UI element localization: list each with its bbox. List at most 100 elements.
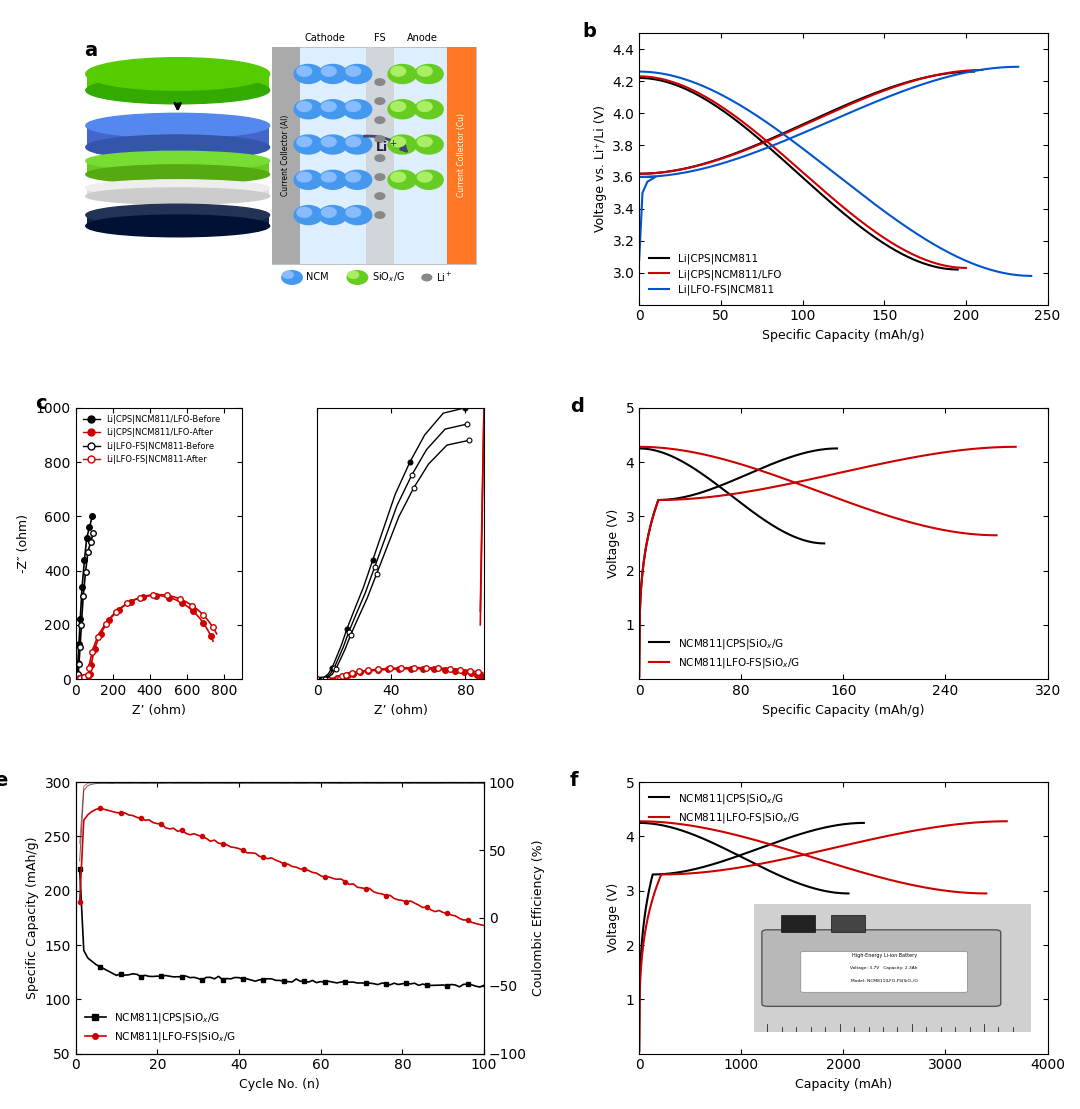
Circle shape [391,102,406,111]
Text: Li$^+$: Li$^+$ [436,271,453,284]
Ellipse shape [85,58,270,90]
Circle shape [415,171,443,190]
Circle shape [322,136,336,146]
Ellipse shape [85,204,270,226]
Ellipse shape [85,215,270,237]
Circle shape [294,64,323,83]
FancyBboxPatch shape [447,47,476,264]
Circle shape [375,212,384,218]
Circle shape [418,172,432,182]
X-axis label: Specific Capacity (mAh/g): Specific Capacity (mAh/g) [762,703,924,716]
Circle shape [422,274,432,281]
Text: c: c [36,394,48,414]
Circle shape [375,193,384,200]
Circle shape [343,205,372,224]
FancyBboxPatch shape [87,187,269,196]
Circle shape [388,135,417,154]
Circle shape [294,135,323,154]
Ellipse shape [85,187,270,204]
Circle shape [415,135,443,154]
Circle shape [346,172,361,182]
Circle shape [391,67,406,77]
Text: Li$^+$: Li$^+$ [375,141,397,155]
Text: Cathode: Cathode [305,33,346,43]
Text: Current Collector (Cu): Current Collector (Cu) [457,113,467,197]
Text: SiO$_x$/G: SiO$_x$/G [372,271,405,284]
Circle shape [375,98,384,104]
Text: f: f [570,772,578,791]
Circle shape [319,171,347,190]
Ellipse shape [85,77,270,104]
FancyBboxPatch shape [87,161,269,174]
Y-axis label: Voltage (V): Voltage (V) [607,883,620,953]
Circle shape [388,171,417,190]
Circle shape [375,174,384,181]
Circle shape [346,67,361,77]
Circle shape [294,171,323,190]
FancyBboxPatch shape [87,215,269,226]
Circle shape [297,67,312,77]
Legend: NCM811|CPS|SiO$_x$/G, NCM811|LFO-FS|SiO$_x$/G: NCM811|CPS|SiO$_x$/G, NCM811|LFO-FS|SiO$… [81,1007,241,1048]
Circle shape [415,64,443,83]
Circle shape [294,100,323,119]
Circle shape [346,102,361,111]
Legend: NCM811|CPS|SiO$_x$/G, NCM811|LFO-FS|SiO$_x$/G: NCM811|CPS|SiO$_x$/G, NCM811|LFO-FS|SiO$… [645,787,804,828]
Text: FS: FS [374,33,386,43]
Text: e: e [0,772,8,791]
Ellipse shape [85,180,270,196]
Y-axis label: Coulombic Efficiency (%): Coulombic Efficiency (%) [532,840,545,996]
Circle shape [282,271,302,284]
Y-axis label: Voltage vs. Li⁺/Li (V): Voltage vs. Li⁺/Li (V) [594,105,607,233]
Circle shape [375,79,384,85]
Circle shape [322,67,336,77]
Circle shape [322,102,336,111]
Text: b: b [582,22,596,41]
Circle shape [348,272,359,278]
Ellipse shape [85,165,270,184]
Text: NCM: NCM [307,273,329,283]
Circle shape [297,136,312,146]
Text: a: a [84,41,97,60]
FancyBboxPatch shape [87,74,269,90]
Circle shape [297,172,312,182]
Circle shape [319,205,347,224]
Circle shape [346,136,361,146]
Circle shape [343,64,372,83]
X-axis label: Z’ (ohm): Z’ (ohm) [374,703,428,716]
FancyBboxPatch shape [87,125,269,147]
Circle shape [391,172,406,182]
Circle shape [343,171,372,190]
Circle shape [391,136,406,146]
Circle shape [319,64,347,83]
Circle shape [322,172,336,182]
Circle shape [283,272,294,278]
Circle shape [346,207,361,217]
Circle shape [322,207,336,217]
X-axis label: Cycle No. (n): Cycle No. (n) [240,1078,320,1091]
Legend: NCM811|CPS|SiO$_x$/G, NCM811|LFO-FS|SiO$_x$/G: NCM811|CPS|SiO$_x$/G, NCM811|LFO-FS|SiO$… [645,632,804,674]
Circle shape [294,205,323,224]
Circle shape [319,100,347,119]
Legend: Li|CPS|NCM811/LFO-Before, Li|CPS|NCM811/LFO-After, Li|LFO-FS|NCM811-Before, Li|L: Li|CPS|NCM811/LFO-Before, Li|CPS|NCM811/… [80,411,224,467]
Circle shape [319,135,347,154]
Legend: Li|CPS|NCM811, Li|CPS|NCM811/LFO, Li|LFO-FS|NCM811: Li|CPS|NCM811, Li|CPS|NCM811/LFO, Li|LFO… [645,250,785,299]
FancyBboxPatch shape [365,47,394,264]
X-axis label: Capacity (mAh): Capacity (mAh) [795,1078,892,1091]
Circle shape [343,100,372,119]
Ellipse shape [85,135,270,160]
Circle shape [343,135,372,154]
Circle shape [297,102,312,111]
Circle shape [388,100,417,119]
Text: d: d [570,397,583,416]
FancyBboxPatch shape [272,47,476,264]
Circle shape [375,155,384,161]
Circle shape [418,136,432,146]
Circle shape [297,207,312,217]
Circle shape [388,64,417,83]
FancyBboxPatch shape [272,47,300,264]
Circle shape [418,102,432,111]
Text: Current Collector (Al): Current Collector (Al) [282,114,291,196]
Circle shape [375,116,384,123]
Text: Anode: Anode [407,33,438,43]
Y-axis label: Voltage (V): Voltage (V) [607,509,620,578]
